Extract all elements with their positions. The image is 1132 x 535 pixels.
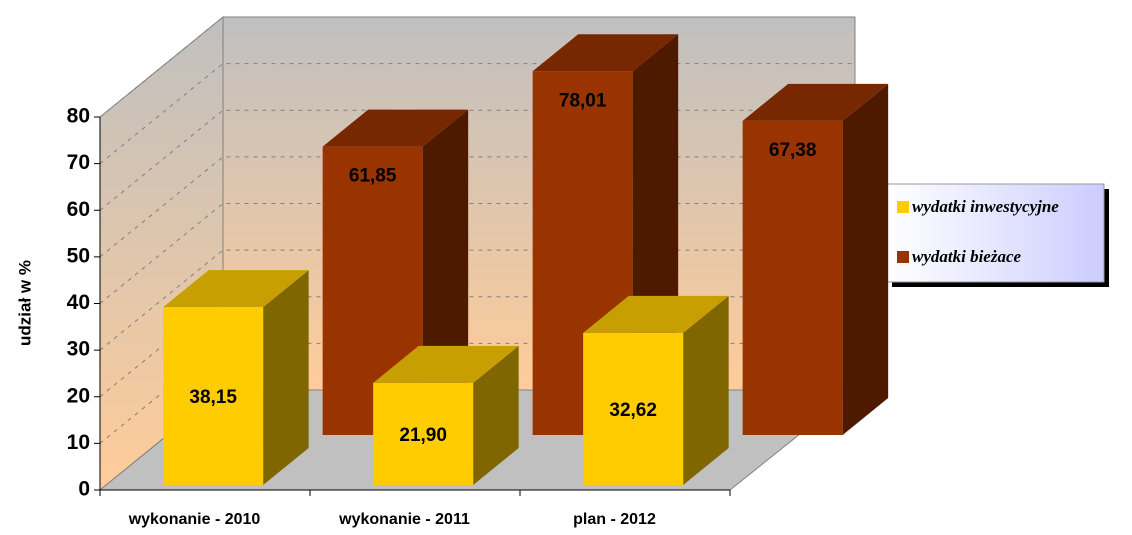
y-tick-label: 20	[67, 384, 90, 407]
bar	[322, 146, 423, 435]
x-tick-label: wykonanie - 2010	[128, 511, 261, 528]
y-tick-label: 0	[78, 478, 90, 501]
y-tick-label: 40	[67, 291, 90, 314]
legend-swatch	[897, 251, 909, 263]
bar-side	[842, 83, 889, 435]
bar-side	[473, 345, 519, 485]
y-tick-label: 70	[67, 151, 90, 174]
bar-top	[583, 295, 729, 333]
value-label: 78,01	[559, 90, 607, 111]
x-tick-label: plan - 2012	[573, 511, 656, 528]
y-tick-label: 50	[67, 244, 90, 267]
y-tick-label: 30	[67, 338, 90, 361]
bar-side	[263, 270, 309, 485]
bar-top	[163, 270, 309, 308]
value-label: 21,90	[399, 425, 447, 446]
y-tick-label: 60	[67, 198, 90, 221]
bar	[742, 120, 843, 435]
y-tick-label: 80	[67, 105, 90, 128]
x-tick-label: wykonanie - 2011	[338, 511, 470, 528]
value-label: 32,62	[609, 400, 657, 421]
legend	[886, 183, 1105, 283]
bar	[163, 307, 264, 485]
bar-top	[742, 83, 889, 121]
bar-top	[322, 109, 469, 147]
grid-line	[99, 16, 855, 118]
y-tick-label: 10	[67, 431, 90, 454]
bar-side	[683, 295, 729, 485]
value-label: 61,85	[349, 166, 397, 187]
value-label: 38,15	[189, 387, 237, 408]
bar-top	[373, 345, 519, 383]
legend-label: wydatki bieżace	[912, 247, 1022, 266]
bar	[583, 332, 684, 485]
value-label: 67,38	[769, 140, 817, 161]
bar-top	[532, 34, 679, 72]
legend-label: wydatki inwestycyjne	[912, 197, 1059, 216]
legend-swatch	[897, 201, 909, 213]
y-axis-label: udział w %	[15, 260, 34, 346]
bar	[373, 382, 474, 485]
